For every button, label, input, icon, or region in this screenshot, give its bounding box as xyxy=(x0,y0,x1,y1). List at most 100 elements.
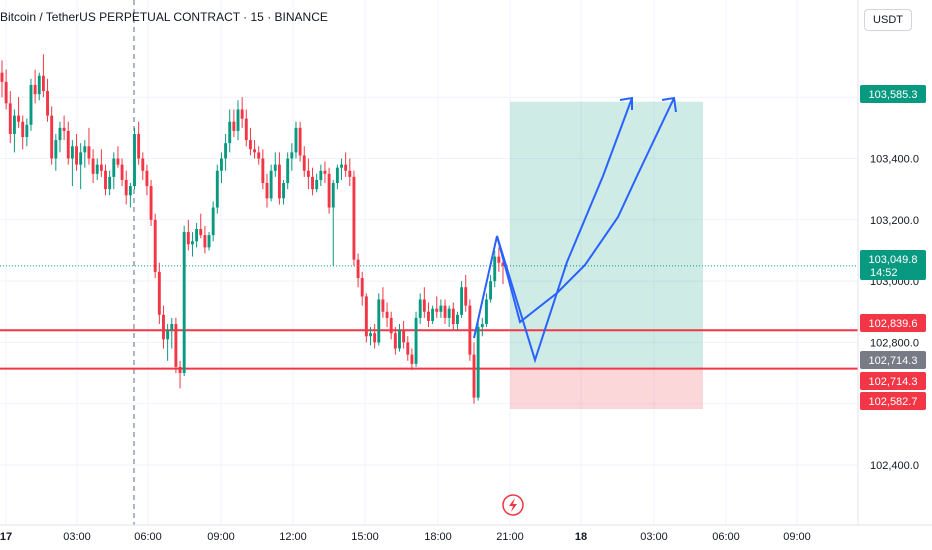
candle xyxy=(489,274,493,303)
candle-body xyxy=(311,176,314,190)
candle-body xyxy=(460,287,464,315)
projection-path[interactable] xyxy=(473,96,677,364)
candle-body xyxy=(248,140,252,150)
time-tick-label: 17 xyxy=(0,531,12,543)
candle-body xyxy=(393,333,397,349)
candle xyxy=(377,293,381,346)
candle xyxy=(8,91,12,144)
candle xyxy=(315,173,319,193)
time-tick-label: 15:00 xyxy=(351,531,379,543)
candle xyxy=(385,302,389,328)
candle-body xyxy=(124,179,128,196)
candle xyxy=(66,121,70,165)
candle xyxy=(352,170,356,266)
candle-body xyxy=(435,308,439,312)
lightning-icon[interactable] xyxy=(502,494,524,516)
time-tick-label: 09:00 xyxy=(207,531,235,543)
candle xyxy=(344,152,348,177)
candle-body xyxy=(468,305,472,355)
candle-body xyxy=(4,81,8,104)
time-tick-label: 21:00 xyxy=(496,531,524,543)
candle xyxy=(120,158,124,187)
candle xyxy=(186,219,190,251)
candlestick-series xyxy=(0,54,505,404)
candle-body xyxy=(66,130,70,159)
candle-body xyxy=(137,133,141,159)
candle-body xyxy=(431,308,435,321)
candle xyxy=(294,121,298,159)
candle xyxy=(128,183,132,208)
candle-body xyxy=(75,146,78,165)
candle-body xyxy=(91,158,95,174)
currency-button[interactable]: USDT xyxy=(864,9,912,31)
candle xyxy=(203,225,207,254)
candle xyxy=(306,158,310,190)
candle-body xyxy=(33,84,37,95)
candle xyxy=(207,232,211,251)
candle-body xyxy=(116,158,120,165)
time-tick-label: 06:00 xyxy=(712,531,740,543)
price-tag-label: 103,049.8 xyxy=(869,254,918,266)
candle-body xyxy=(253,149,257,153)
candle-body xyxy=(87,146,91,159)
price-tag: 102,839.6 xyxy=(860,314,926,332)
candle xyxy=(41,54,45,98)
candle-body xyxy=(12,115,16,134)
candle xyxy=(472,342,476,404)
candle xyxy=(137,121,141,165)
candle-body xyxy=(62,127,66,131)
candle xyxy=(75,133,78,171)
support-lines[interactable] xyxy=(0,265,858,370)
price-tag: 102,714.3 xyxy=(860,351,926,369)
candle xyxy=(311,167,314,196)
candle-body xyxy=(319,170,323,180)
time-tick-label: 18 xyxy=(575,531,587,543)
candle-body xyxy=(340,164,343,168)
candle-body xyxy=(464,287,468,306)
candle-body xyxy=(381,299,385,312)
price-tag-label: 103,585.3 xyxy=(869,89,918,101)
candle-body xyxy=(149,186,153,220)
candle xyxy=(191,232,194,257)
candle-body xyxy=(418,299,422,318)
candle xyxy=(427,302,430,328)
candle-body xyxy=(410,354,414,364)
candle-body xyxy=(211,207,215,236)
price-tag: 103,585.3 xyxy=(860,85,926,103)
candle-body xyxy=(427,311,430,321)
candle-body xyxy=(360,278,364,297)
candle-body xyxy=(157,271,161,315)
candle-body xyxy=(472,354,476,398)
candle xyxy=(199,213,203,239)
candle xyxy=(95,158,99,180)
candle xyxy=(29,78,33,131)
candle xyxy=(348,158,352,187)
candle xyxy=(4,69,8,110)
candle-body xyxy=(414,317,418,364)
candle xyxy=(174,317,178,374)
candle xyxy=(149,179,153,226)
candle-body xyxy=(207,235,211,248)
candle-body xyxy=(0,72,4,82)
price-tag-label: 102,714.3 xyxy=(869,376,918,388)
candle-body xyxy=(335,167,339,184)
grid-lines xyxy=(0,0,858,525)
candle xyxy=(369,327,372,346)
time-axis[interactable]: 17 03:00 06:00 09:00 12:00 15:00 18:00 21:00 18 0… xyxy=(0,524,932,543)
candle xyxy=(340,158,343,180)
candle-body xyxy=(348,170,352,177)
time-tick-label: 03:00 xyxy=(640,531,668,543)
candle xyxy=(166,324,170,361)
long-position-tool[interactable] xyxy=(510,101,703,410)
candle xyxy=(104,164,107,196)
candle xyxy=(335,164,339,190)
candle xyxy=(162,305,165,349)
time-tick-label: 09:00 xyxy=(783,531,811,543)
candle-body xyxy=(269,170,273,199)
candle-body xyxy=(298,127,302,156)
candle xyxy=(145,164,149,196)
candle xyxy=(447,305,451,328)
candle xyxy=(50,106,54,165)
candle xyxy=(286,152,290,190)
